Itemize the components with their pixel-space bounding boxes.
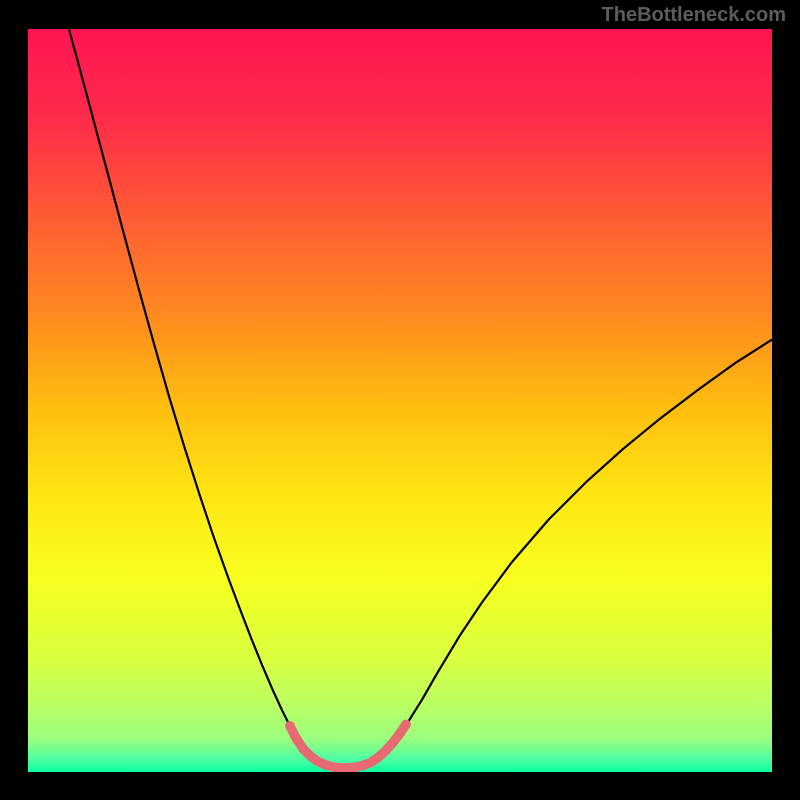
valley-dot (395, 729, 405, 739)
valley-highlight-stroke (290, 724, 406, 767)
valley-dot (298, 744, 308, 754)
valley-dot (401, 720, 411, 730)
chart-svg-layer (28, 29, 772, 772)
valley-dot (291, 733, 301, 743)
valley-dot (380, 746, 390, 756)
bottleneck-curve (69, 29, 772, 768)
valley-dot (373, 753, 383, 763)
watermark-text: TheBottleneck.com (602, 4, 786, 27)
valley-highlight-dots (285, 720, 411, 772)
valley-dot (388, 738, 398, 748)
valley-dot (285, 721, 295, 731)
chart-plot-area (28, 29, 772, 772)
